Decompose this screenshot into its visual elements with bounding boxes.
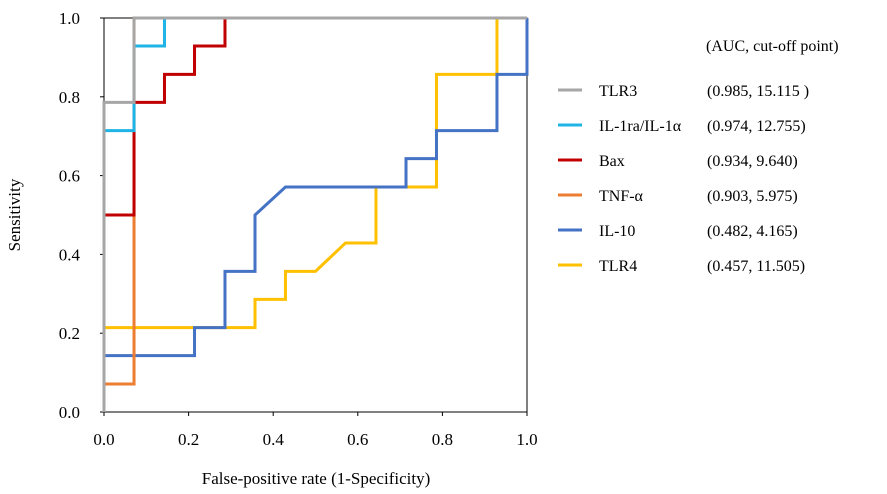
- legend-auc-cutoff: (0.903, 5.975): [707, 188, 798, 205]
- legend-auc-cutoff: (0.934, 9.640): [707, 153, 798, 170]
- legend-auc-cutoff: (0.482, 4.165): [707, 223, 798, 240]
- legend-series-name: Bax: [599, 153, 625, 170]
- y-tick-label: 1.0: [59, 9, 80, 28]
- y-tick-label: 0.2: [59, 324, 80, 343]
- y-tick-label: 0.8: [59, 88, 80, 107]
- legend: (AUC, cut-off point) TLR3 (0.985, 15.115 …: [558, 38, 839, 275]
- legend-series-name: IL-1ra/IL-1α: [599, 118, 682, 135]
- series-lines: [102, 16, 529, 412]
- y-tick-label: 0.6: [59, 167, 80, 186]
- legend-series-name: TLR4: [599, 258, 637, 275]
- legend-auc-cutoff: (0.457, 11.505): [707, 258, 805, 275]
- series-line-il-1ra-il-1-: [102, 16, 527, 412]
- x-tick-label: 0.4: [263, 430, 285, 449]
- x-axis-label: False-positive rate (1-Specificity): [202, 469, 430, 488]
- y-tick-label: 0.4: [59, 245, 81, 264]
- y-axis-label: Sensitivity: [5, 178, 24, 251]
- legend-series-name: TLR3: [599, 83, 637, 100]
- legend-auc-cutoff: (0.974, 12.755): [707, 118, 806, 135]
- x-tick-label: 1.0: [516, 430, 537, 449]
- x-tick-label: 0.2: [178, 430, 199, 449]
- x-tick-label: 0.8: [432, 430, 453, 449]
- series-line-tlr4: [102, 16, 527, 412]
- y-axis-ticks: 0.0 0.2 0.4 0.6 0.8 1.0: [59, 9, 104, 422]
- x-tick-label: 0.0: [93, 430, 114, 449]
- series-line-il-10: [102, 18, 529, 412]
- series-line-tlr3: [102, 16, 527, 412]
- x-tick-label: 0.6: [347, 430, 368, 449]
- legend-header: (AUC, cut-off point): [706, 38, 839, 55]
- x-axis-ticks: 0.0 0.2 0.4 0.6 0.8 1.0: [93, 412, 538, 449]
- plot-area: [103, 17, 528, 413]
- y-tick-label: 0.0: [59, 403, 80, 422]
- legend-series-name: IL-10: [599, 223, 635, 240]
- series-line-bax: [102, 16, 527, 412]
- plot-frame: [103, 17, 528, 413]
- series-line-tnf-: [102, 16, 527, 412]
- legend-series-name: TNF-α: [599, 188, 644, 205]
- legend-auc-cutoff: (0.985, 15.115 ): [707, 83, 809, 100]
